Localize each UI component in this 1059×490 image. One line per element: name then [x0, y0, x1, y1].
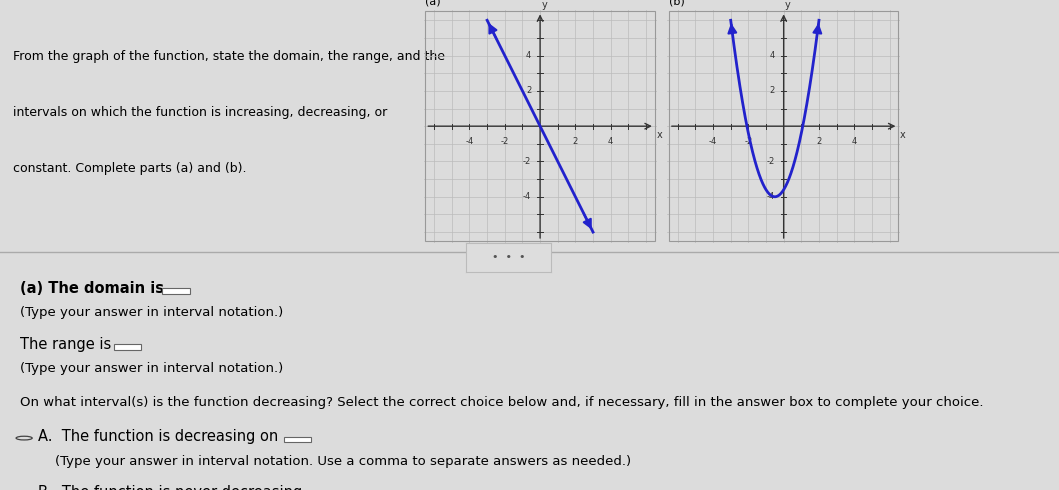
Text: y: y — [541, 0, 548, 10]
Text: (a) The domain is: (a) The domain is — [20, 280, 169, 295]
Text: .: . — [298, 429, 303, 444]
Text: x: x — [900, 130, 905, 140]
Text: .: . — [176, 280, 181, 295]
Text: -2: -2 — [744, 137, 753, 146]
Text: -2: -2 — [767, 157, 775, 166]
Text: .: . — [128, 337, 132, 351]
FancyBboxPatch shape — [113, 344, 141, 349]
Text: y: y — [785, 0, 791, 10]
Text: A.  The function is decreasing on: A. The function is decreasing on — [38, 429, 283, 444]
Text: On what interval(s) is the function decreasing? Select the correct choice below : On what interval(s) is the function decr… — [20, 395, 984, 409]
FancyBboxPatch shape — [162, 289, 190, 294]
Text: 2: 2 — [526, 86, 532, 96]
Text: -4: -4 — [767, 192, 775, 201]
Text: (Type your answer in interval notation.): (Type your answer in interval notation.) — [20, 362, 284, 375]
Text: -4: -4 — [465, 137, 473, 146]
Text: 2: 2 — [816, 137, 822, 146]
Text: 4: 4 — [770, 51, 775, 60]
Text: (Type your answer in interval notation. Use a comma to separate answers as neede: (Type your answer in interval notation. … — [55, 455, 631, 467]
Text: (a): (a) — [426, 0, 441, 6]
Text: 4: 4 — [851, 137, 857, 146]
Text: The range is: The range is — [20, 337, 116, 351]
Text: -2: -2 — [523, 157, 532, 166]
Text: 2: 2 — [573, 137, 578, 146]
Text: -4: -4 — [523, 192, 532, 201]
Text: intervals on which the function is increasing, decreasing, or: intervals on which the function is incre… — [13, 106, 387, 119]
Text: x: x — [657, 130, 662, 140]
Text: B.  The function is never decreasing.: B. The function is never decreasing. — [38, 485, 307, 490]
Text: •  •  •: • • • — [491, 252, 525, 262]
Text: (Type your answer in interval notation.): (Type your answer in interval notation.) — [20, 306, 284, 319]
Text: 4: 4 — [526, 51, 532, 60]
Text: 4: 4 — [608, 137, 613, 146]
FancyBboxPatch shape — [284, 437, 311, 442]
Text: (b): (b) — [669, 0, 685, 6]
Text: 2: 2 — [770, 86, 775, 96]
Text: constant. Complete parts (a) and (b).: constant. Complete parts (a) and (b). — [13, 162, 246, 174]
Text: -4: -4 — [708, 137, 717, 146]
Text: From the graph of the function, state the domain, the range, and the: From the graph of the function, state th… — [13, 50, 445, 64]
Text: -2: -2 — [501, 137, 509, 146]
